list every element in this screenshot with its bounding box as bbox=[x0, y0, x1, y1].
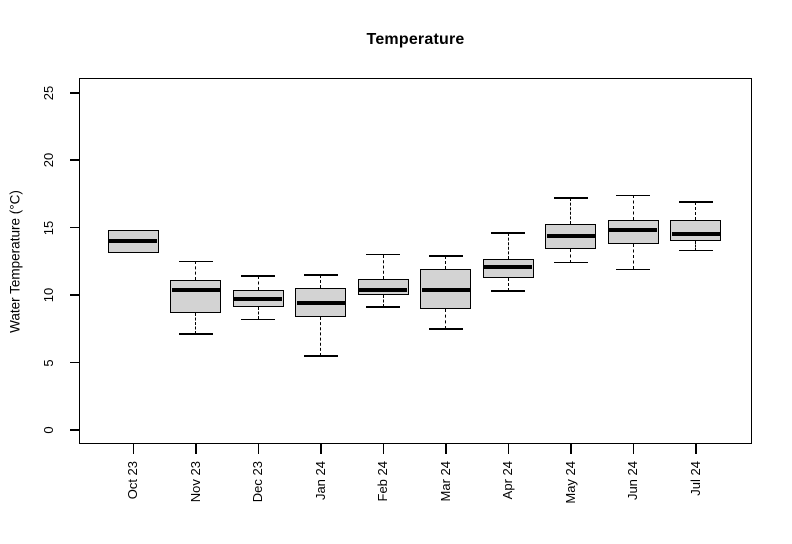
x-tick-mark bbox=[195, 443, 197, 454]
x-tick-label: Apr 24 bbox=[500, 461, 516, 500]
y-tick-label: 15 bbox=[41, 220, 56, 235]
median-feb-24 bbox=[359, 287, 408, 292]
y-tick-label: 10 bbox=[41, 287, 56, 303]
x-tick-mark bbox=[570, 443, 572, 454]
whisker-lower-may-24 bbox=[570, 249, 572, 263]
x-tick-mark bbox=[695, 443, 697, 454]
whisker-cap-max-apr-24 bbox=[491, 232, 526, 234]
whisker-upper-apr-24 bbox=[507, 233, 509, 259]
plot-border bbox=[79, 78, 752, 444]
x-tick-mark bbox=[257, 443, 260, 454]
whisker-lower-mar-24 bbox=[445, 308, 447, 329]
x-tick-mark bbox=[132, 443, 135, 454]
whisker-lower-jan-24 bbox=[320, 316, 322, 356]
x-tick-label: Feb 24 bbox=[375, 461, 391, 502]
y-tick-mark bbox=[70, 361, 79, 364]
median-jun-24 bbox=[609, 228, 658, 233]
x-tick-label: Jun 24 bbox=[625, 461, 641, 501]
whisker-cap-min-jan-24 bbox=[303, 355, 338, 357]
y-tick-mark bbox=[70, 429, 79, 431]
whisker-upper-jun-24 bbox=[632, 195, 634, 220]
box-jul-24 bbox=[670, 219, 722, 242]
median-jul-24 bbox=[671, 232, 720, 237]
whisker-cap-max-mar-24 bbox=[428, 255, 463, 257]
whisker-cap-min-dec-23 bbox=[241, 318, 276, 321]
median-may-24 bbox=[546, 233, 595, 238]
whisker-cap-max-feb-24 bbox=[366, 253, 401, 256]
whisker-upper-nov-23 bbox=[195, 261, 197, 281]
median-nov-23 bbox=[171, 287, 220, 292]
whisker-cap-min-mar-24 bbox=[428, 328, 463, 330]
whisker-cap-min-apr-24 bbox=[491, 290, 526, 292]
median-mar-24 bbox=[421, 287, 470, 292]
y-tick-mark bbox=[70, 92, 79, 94]
x-tick-label: May 24 bbox=[562, 461, 578, 504]
whisker-lower-feb-24 bbox=[382, 295, 384, 308]
x-tick-mark bbox=[507, 443, 510, 454]
median-jan-24 bbox=[296, 301, 345, 306]
x-tick-label: Jul 24 bbox=[687, 461, 703, 496]
y-tick-label: 20 bbox=[41, 152, 56, 168]
whisker-lower-nov-23 bbox=[195, 312, 197, 335]
x-tick-label: Dec 23 bbox=[250, 461, 266, 503]
whisker-cap-max-may-24 bbox=[553, 197, 588, 199]
median-dec-23 bbox=[234, 297, 283, 302]
y-tick-label: 5 bbox=[41, 358, 56, 367]
whisker-lower-dec-23 bbox=[257, 307, 259, 320]
x-tick-mark bbox=[445, 443, 447, 454]
whisker-cap-min-jun-24 bbox=[616, 268, 651, 271]
x-tick-mark bbox=[320, 443, 322, 454]
whisker-upper-dec-23 bbox=[257, 276, 259, 290]
whisker-upper-jan-24 bbox=[320, 274, 322, 289]
chart-title: Temperature bbox=[366, 31, 465, 48]
y-tick-mark bbox=[70, 294, 79, 296]
whisker-upper-mar-24 bbox=[445, 255, 447, 270]
whisker-upper-feb-24 bbox=[382, 254, 384, 279]
y-tick-mark bbox=[70, 159, 79, 161]
whisker-cap-min-jul-24 bbox=[678, 249, 713, 252]
whisker-lower-jun-24 bbox=[632, 243, 634, 270]
whisker-cap-max-nov-23 bbox=[178, 260, 213, 263]
whisker-upper-jul-24 bbox=[695, 202, 697, 220]
y-tick-label: 0 bbox=[41, 426, 56, 434]
x-tick-label: Oct 23 bbox=[125, 461, 141, 500]
whisker-cap-min-may-24 bbox=[553, 261, 588, 264]
y-tick-label: 25 bbox=[41, 85, 56, 100]
x-tick-label: Jan 24 bbox=[312, 461, 328, 501]
median-oct-23 bbox=[109, 239, 158, 244]
x-tick-mark bbox=[382, 443, 385, 454]
y-tick-mark bbox=[70, 226, 79, 229]
whisker-lower-jul-24 bbox=[695, 241, 697, 251]
whisker-cap-min-feb-24 bbox=[366, 306, 401, 308]
box-nov-23 bbox=[170, 280, 222, 313]
whisker-cap-max-jan-24 bbox=[303, 274, 338, 276]
x-tick-mark bbox=[632, 443, 635, 454]
whisker-lower-apr-24 bbox=[507, 277, 509, 292]
whisker-upper-may-24 bbox=[570, 197, 572, 224]
x-tick-label: Mar 24 bbox=[437, 461, 453, 502]
whisker-cap-max-jun-24 bbox=[616, 194, 651, 197]
whisker-cap-max-jul-24 bbox=[678, 201, 713, 203]
whisker-cap-max-dec-23 bbox=[241, 275, 276, 277]
whisker-cap-min-nov-23 bbox=[178, 333, 213, 335]
median-apr-24 bbox=[484, 264, 533, 269]
x-tick-label: Nov 23 bbox=[187, 461, 203, 503]
